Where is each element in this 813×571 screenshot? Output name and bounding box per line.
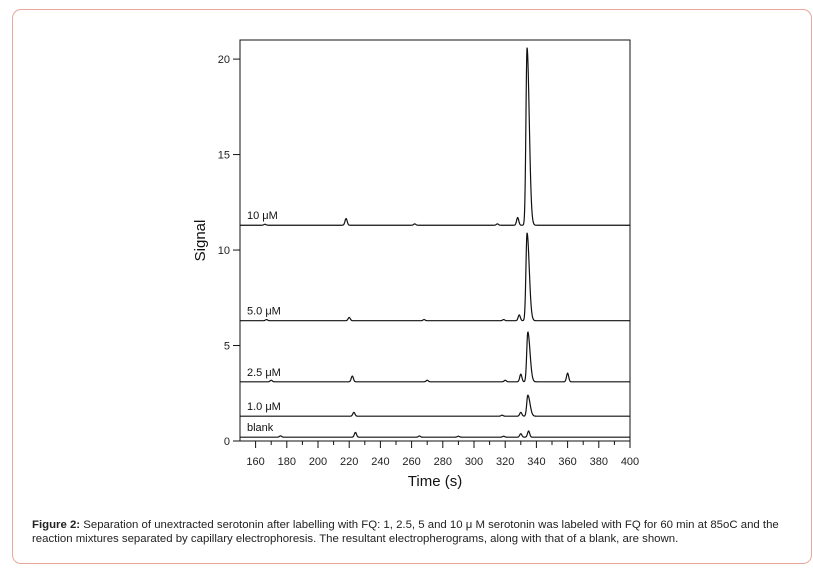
y-tick-label: 10 bbox=[218, 245, 230, 257]
x-tick-label: 240 bbox=[371, 456, 389, 468]
x-tick-label: 260 bbox=[402, 456, 420, 468]
x-tick-label: 280 bbox=[434, 456, 452, 468]
x-tick-label: 200 bbox=[309, 456, 327, 468]
figure-caption: Figure 2: Separation of unextracted sero… bbox=[32, 518, 792, 546]
trace-label: 1.0 μM bbox=[247, 401, 281, 413]
y-tick-label: 0 bbox=[224, 436, 230, 448]
x-tick-label: 300 bbox=[465, 456, 483, 468]
x-axis-label: Time (s) bbox=[408, 473, 462, 490]
y-tick-label: 5 bbox=[224, 341, 230, 353]
y-tick-label: 15 bbox=[218, 150, 230, 162]
chart-axes: 160 180 200 220 240 260 280 300 320 340 360 380 400 0… bbox=[218, 39, 639, 468]
trace-label: 5.0 μM bbox=[247, 306, 281, 318]
plot-area-frame bbox=[239, 39, 631, 442]
trace-label: blank bbox=[247, 422, 274, 434]
trace-line bbox=[240, 232, 630, 322]
y-axis-label: Signal bbox=[192, 220, 209, 262]
trace-line bbox=[240, 47, 630, 226]
x-tick-label: 380 bbox=[590, 456, 608, 468]
chart-traces: blank 1.0 μM 2.5 μM 5.0 μM 10 μM bbox=[240, 47, 630, 438]
y-tick-label: 20 bbox=[218, 54, 230, 66]
x-tick-label: 340 bbox=[527, 456, 545, 468]
trace-label: 2.5 μM bbox=[247, 367, 281, 379]
x-tick-label: 400 bbox=[621, 456, 639, 468]
trace-line bbox=[240, 394, 630, 417]
trace-label: 10 μM bbox=[247, 210, 278, 222]
caption-label: Figure 2: bbox=[32, 519, 81, 531]
x-tick-label: 360 bbox=[558, 456, 576, 468]
x-tick-label: 180 bbox=[278, 456, 296, 468]
x-tick-label: 220 bbox=[340, 456, 358, 468]
figure-frame bbox=[12, 9, 812, 564]
caption-text: Separation of unextracted serotonin afte… bbox=[32, 519, 779, 545]
x-tick-label: 160 bbox=[246, 456, 264, 468]
trace-line bbox=[240, 331, 630, 383]
x-tick-label: 320 bbox=[496, 456, 514, 468]
trace-line bbox=[240, 430, 630, 438]
